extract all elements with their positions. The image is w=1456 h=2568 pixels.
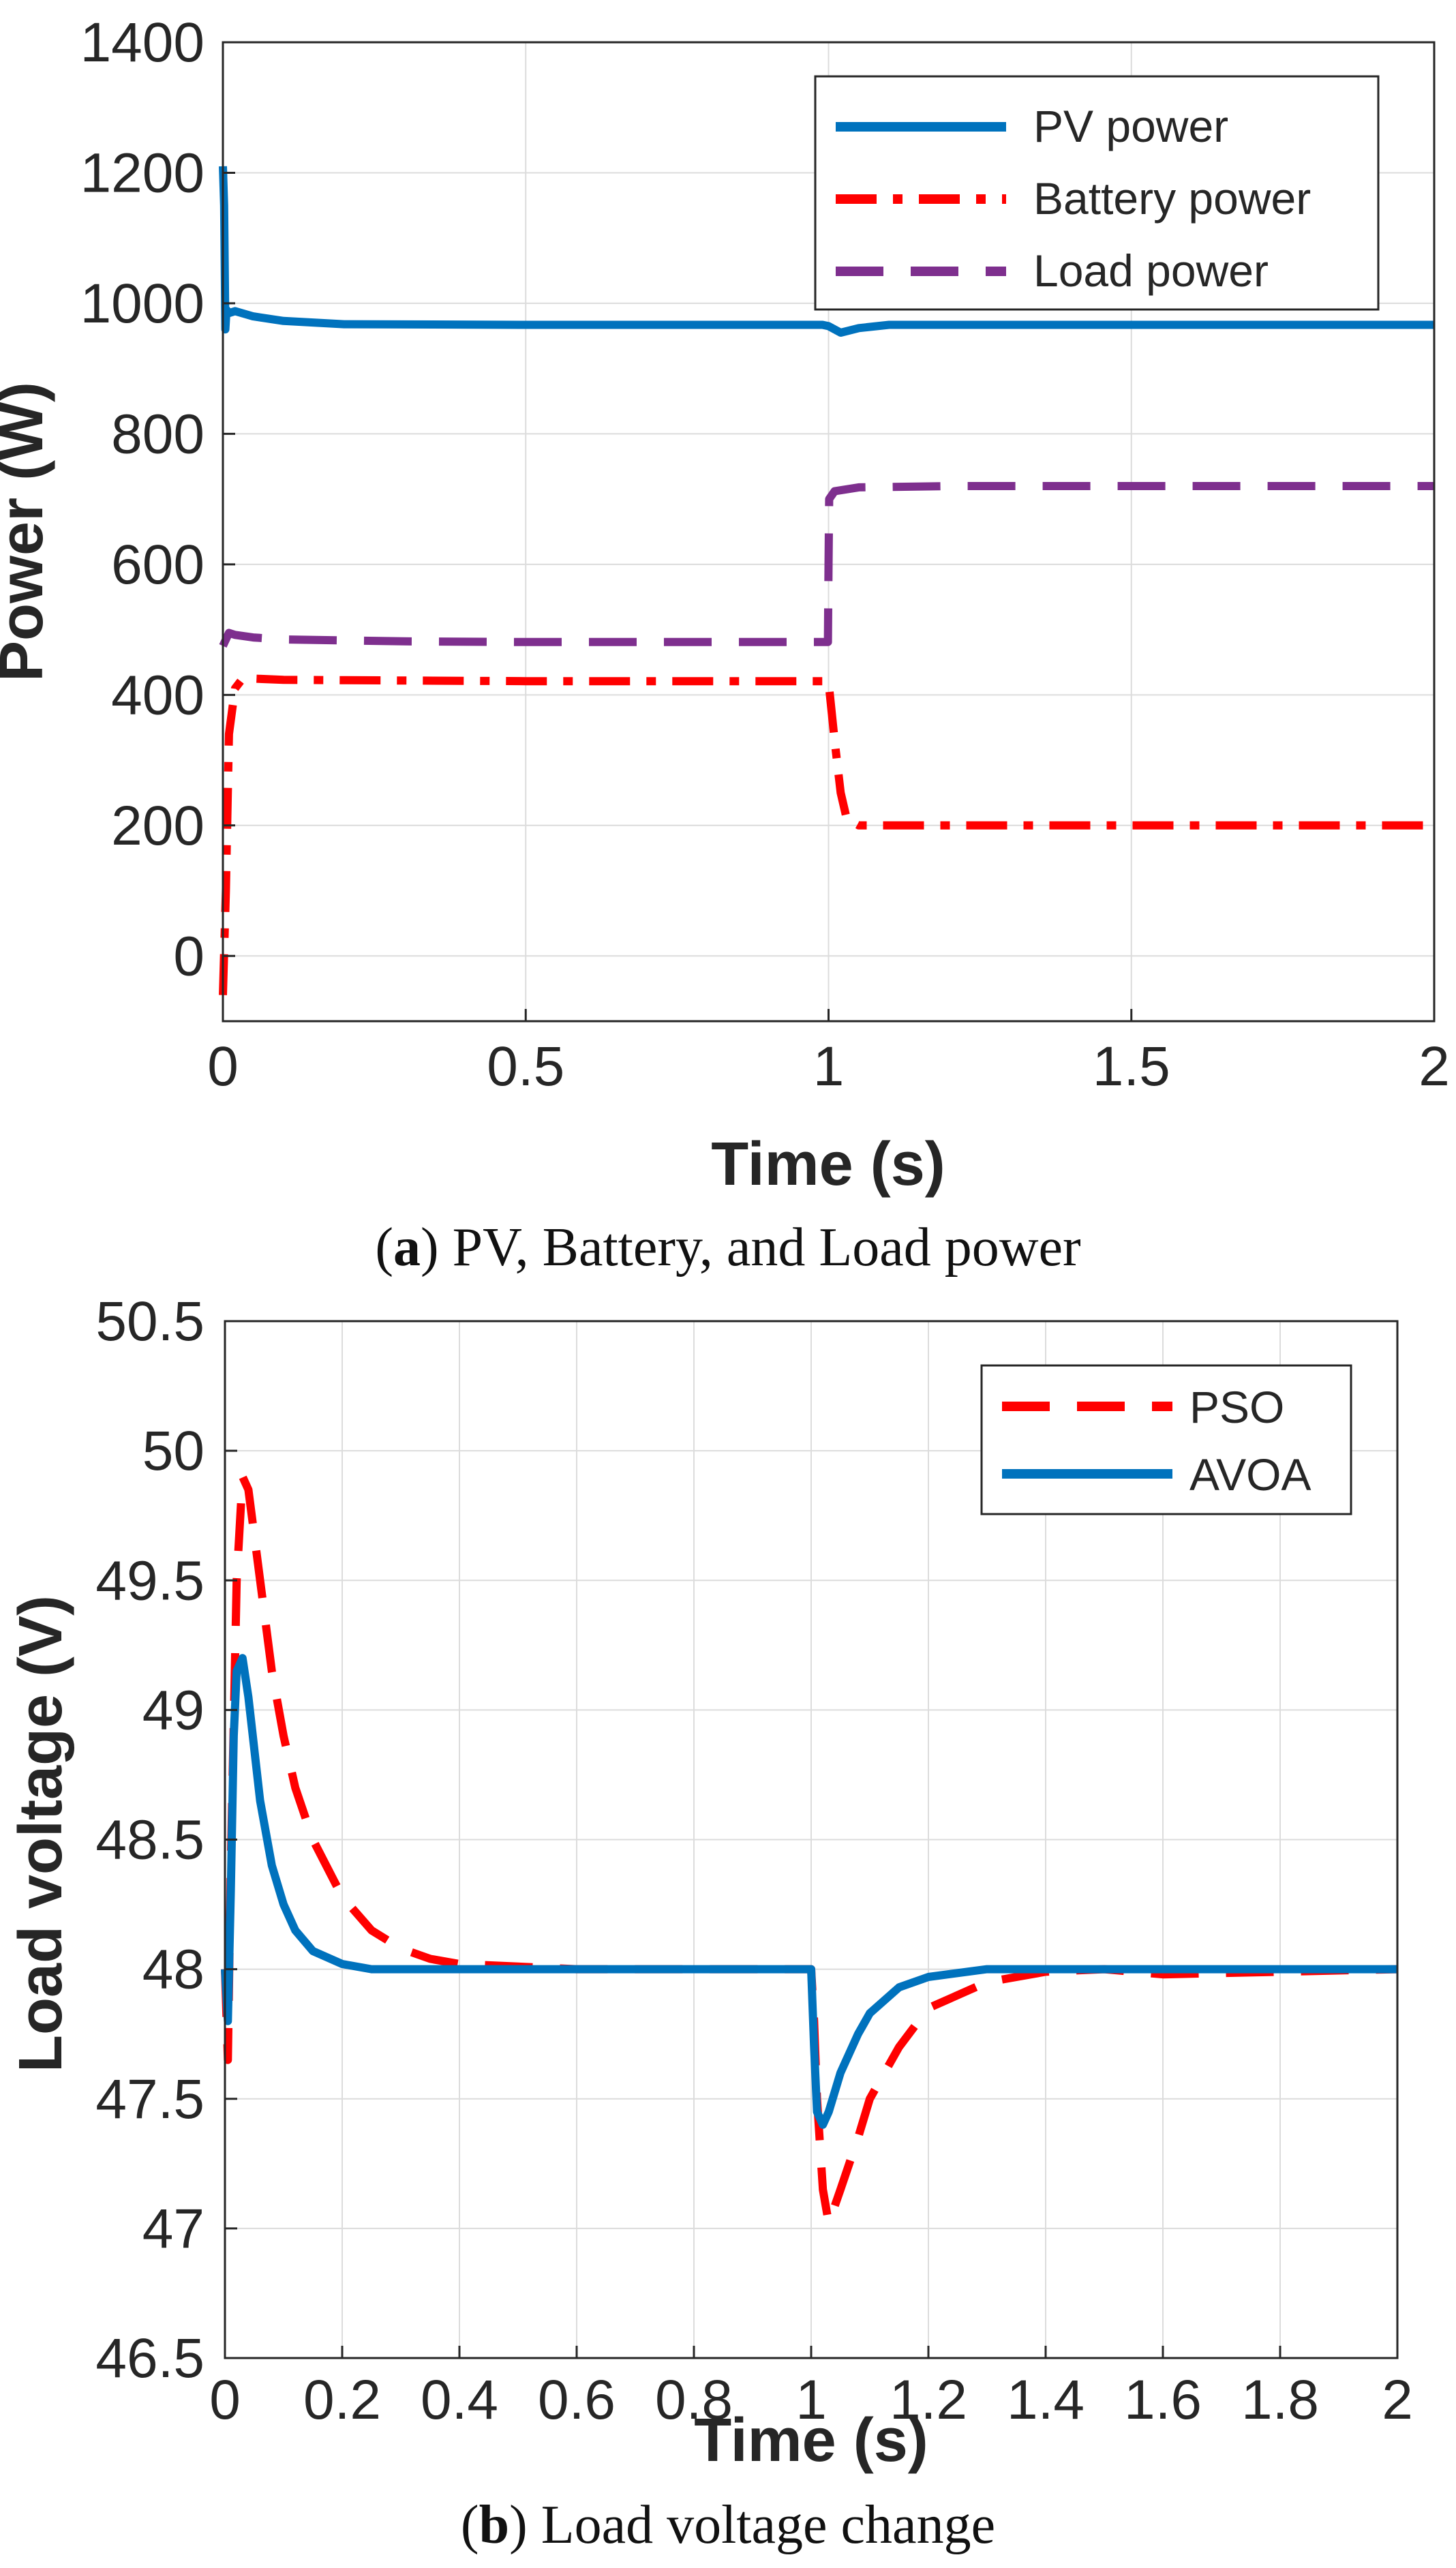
y-tick-label: 1400	[80, 12, 204, 74]
chart-b-xlabel: Time (s)	[694, 2406, 928, 2475]
chart-a-ylabel: Power (W)	[0, 382, 56, 682]
chart-b-caption-text: Load voltage change	[528, 2495, 995, 2555]
series-avoa	[221, 1654, 1397, 2129]
chart-b-ticks: 0 0.2 0.4 0.6 0.8 1 1.2 1.4 1.6 1.8 2 46.5 47 47.5 48 4…	[95, 1290, 1412, 2431]
chart-a-legend: PV power Battery power Load power	[814, 75, 1380, 311]
x-tick-label: 2	[1382, 2369, 1413, 2431]
y-tick-label: 1200	[80, 142, 204, 204]
x-tick-label: 0.5	[487, 1036, 564, 1098]
chart-b-load-voltage: 0 0.2 0.4 0.6 0.8 1 1.2 1.4 1.6 1.8 2 46.5 47 47.5 48 4…	[7, 1290, 1413, 2555]
y-tick-label: 600	[111, 534, 204, 596]
y-tick-label: 47.5	[95, 2068, 204, 2130]
x-tick-label: 2	[1419, 1036, 1450, 1098]
chart-a-caption-letter: a	[393, 1218, 421, 1278]
y-tick-label: 50	[142, 1420, 204, 1482]
chart-b-caption: (b) Load voltage change	[461, 2495, 995, 2555]
y-tick-label: 200	[111, 795, 204, 857]
chart-a-series	[219, 166, 1434, 995]
legend-avoa-label: AVOA	[1189, 1449, 1311, 1500]
x-tick-label: 0.6	[538, 2369, 616, 2431]
legend-battery-power-label: Battery power	[1033, 173, 1311, 224]
x-tick-label: 1.6	[1124, 2369, 1202, 2431]
x-tick-label: 1	[813, 1036, 845, 1098]
x-tick-label: 0.2	[303, 2369, 381, 2431]
x-tick-label: 1	[795, 2369, 827, 2431]
chart-b-ylabel: Load voltage (V)	[7, 1595, 75, 2072]
chart-a-legend-box	[814, 75, 1380, 311]
legend-pso-label: PSO	[1189, 1382, 1284, 1432]
y-tick-label: 400	[111, 664, 204, 726]
y-tick-label: 47	[142, 2198, 204, 2260]
legend-pv-power-label: PV power	[1033, 101, 1228, 151]
y-tick-label: 0	[173, 925, 204, 987]
chart-b-legend: PSO AVOA	[980, 1364, 1352, 1515]
x-tick-label: 0.4	[421, 2369, 498, 2431]
chart-a-xlabel: Time (s)	[711, 1130, 945, 1198]
chart-a-caption: (a) PV, Battery, and Load power	[375, 1218, 1080, 1278]
y-tick-label: 1000	[80, 273, 204, 335]
legend-load-power-label: Load power	[1033, 245, 1269, 296]
y-tick-label: 800	[111, 403, 204, 465]
y-tick-label: 49.5	[95, 1550, 204, 1612]
x-tick-label: 0.8	[655, 2369, 733, 2431]
y-tick-label: 46.5	[95, 2327, 204, 2389]
chart-b-legend-box	[980, 1364, 1352, 1515]
chart-a-power: 0 0.5 1 1.5 2 0 200 400 600 800 1000 1200 1400 Time …	[0, 12, 1450, 1278]
x-tick-label: 1.5	[1093, 1036, 1170, 1098]
chart-b-series	[221, 1472, 1398, 2228]
chart-a-caption-text: PV, Battery, and Load power	[439, 1218, 1081, 1278]
series-pv-power	[219, 166, 1434, 337]
x-tick-label: 1.4	[1007, 2369, 1085, 2431]
x-tick-label: 1.2	[890, 2369, 967, 2431]
x-tick-label: 0	[207, 1036, 239, 1098]
x-tick-label: 0	[209, 2369, 241, 2431]
y-tick-label: 50.5	[95, 1290, 204, 1353]
x-tick-label: 1.8	[1241, 2369, 1319, 2431]
chart-a-ticks: 0 0.5 1 1.5 2 0 200 400 600 800 1000 1200 1400	[80, 12, 1450, 1098]
y-tick-label: 48.5	[95, 1809, 204, 1871]
y-tick-label: 49	[142, 1679, 204, 1741]
chart-b-caption-letter: b	[479, 2495, 510, 2555]
series-load-power	[219, 482, 1434, 648]
y-tick-label: 48	[142, 1939, 204, 2001]
